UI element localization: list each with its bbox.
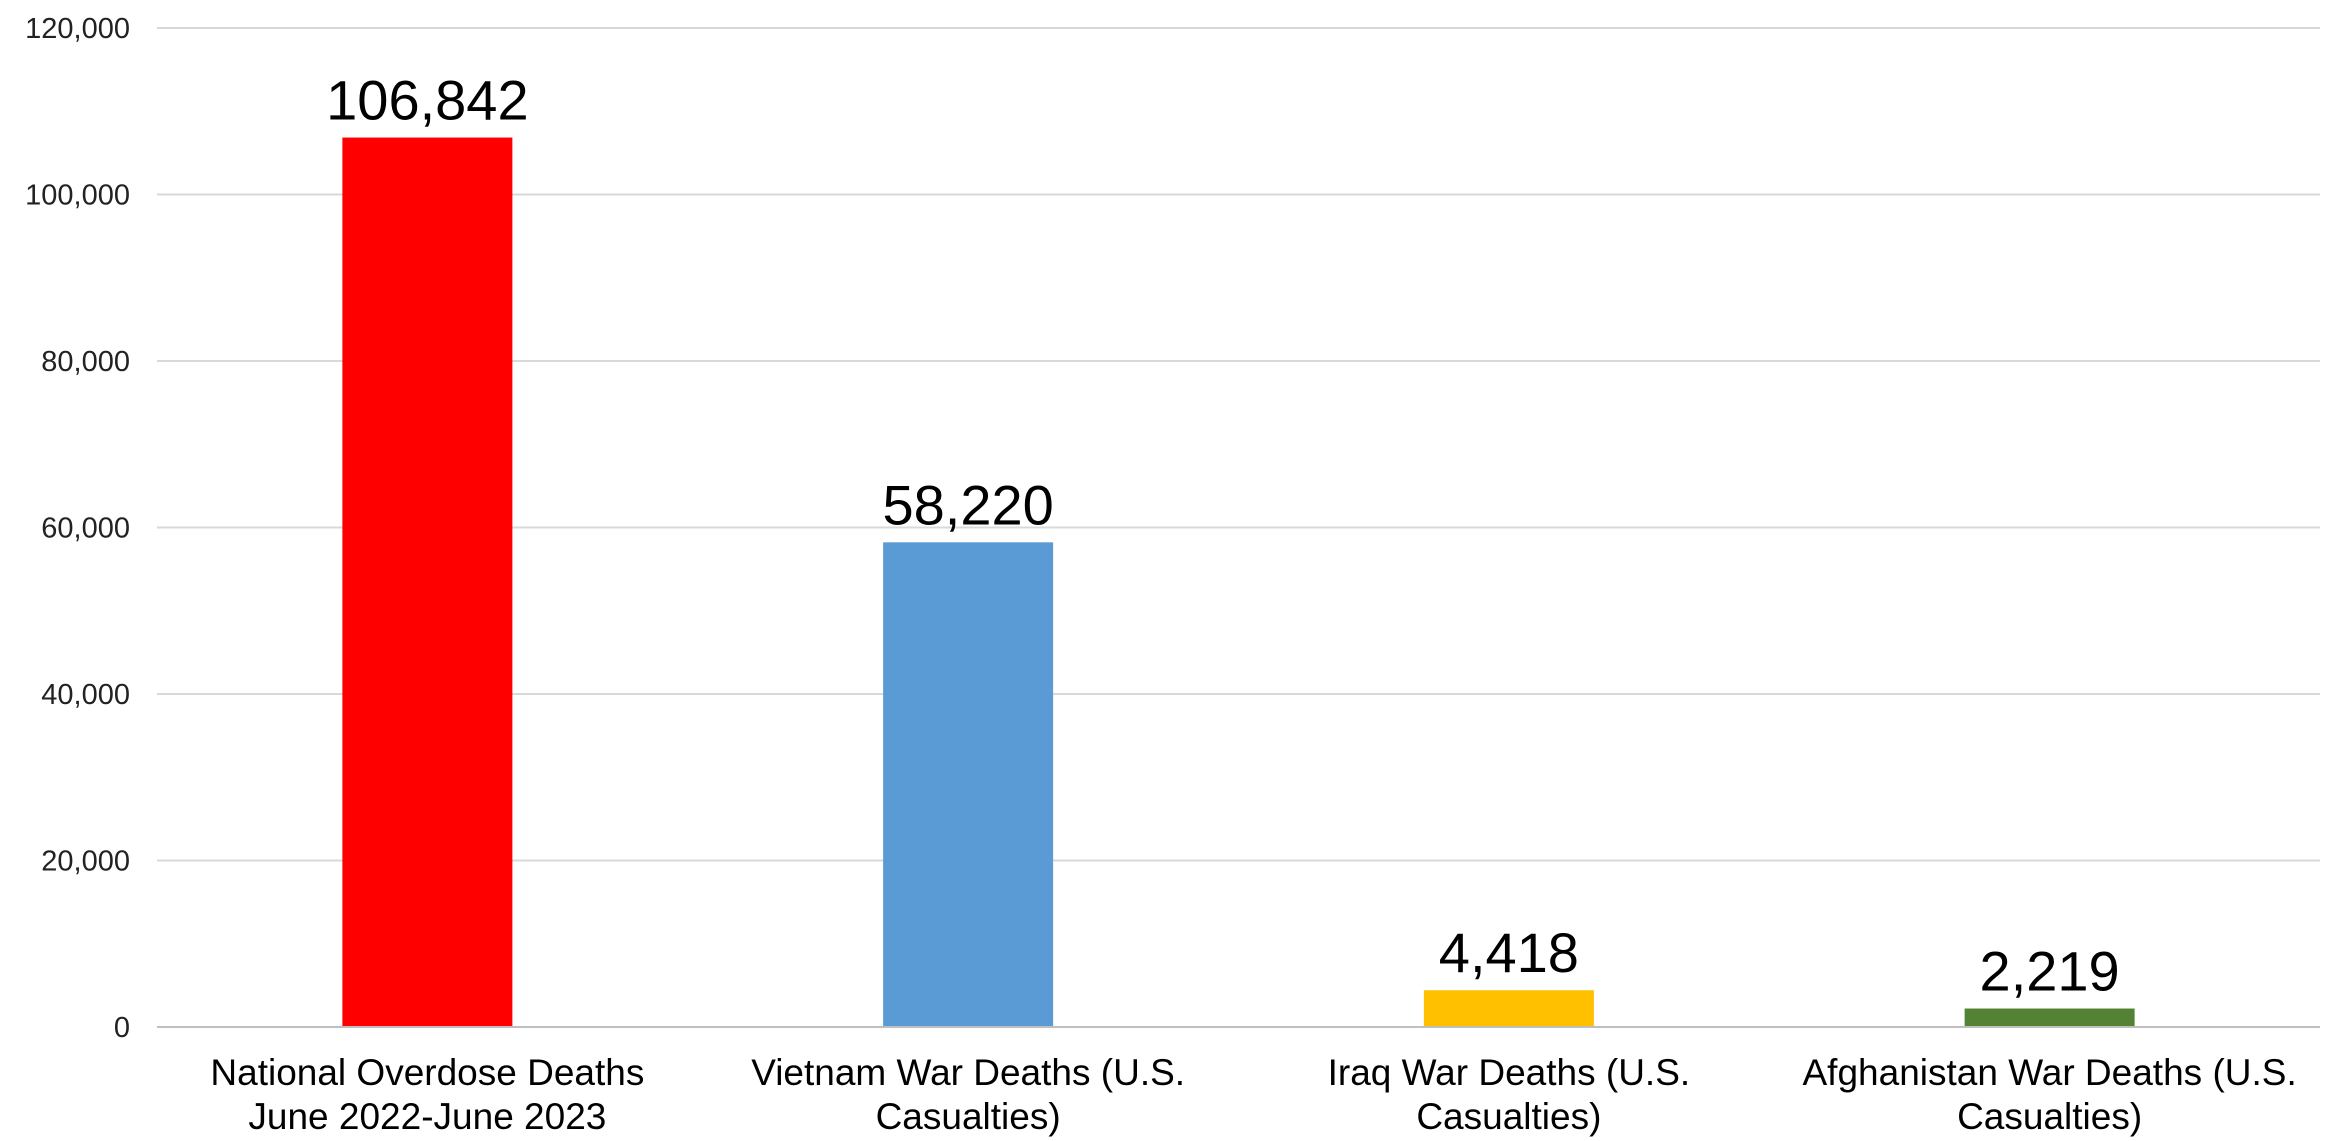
gridlines	[157, 27, 2320, 862]
y-tick-label: 80,000	[41, 346, 130, 378]
y-axis: 0 20,000 40,000 60,000 80,000 100,000 120,000	[25, 13, 130, 1044]
y-tick-label: 60,000	[41, 513, 130, 545]
x-tick-label: Casualties)	[1957, 1096, 2142, 1137]
bar	[1423, 990, 1594, 1027]
data-label: 106,842	[326, 69, 528, 132]
y-tick-label: 100,000	[25, 180, 130, 212]
data-labels: 106,842 58,220 4,418 2,219	[326, 69, 2120, 1003]
data-label: 58,220	[882, 473, 1053, 536]
x-tick-label: Iraq War Deaths (U.S.	[1328, 1052, 1691, 1093]
x-tick-label: Casualties)	[1416, 1096, 1601, 1137]
y-tick-label: 40,000	[41, 679, 130, 711]
data-label: 2,219	[1980, 940, 2120, 1003]
x-tick-label: National Overdose Deaths	[210, 1052, 644, 1093]
bar	[1964, 1008, 2135, 1027]
data-label: 4,418	[1439, 921, 1579, 984]
x-tick-label: Afghanistan War Deaths (U.S.	[1803, 1052, 2297, 1093]
y-tick-label: 0	[114, 1012, 130, 1044]
bars	[342, 137, 2135, 1027]
y-tick-label: 120,000	[25, 13, 130, 45]
x-tick-label: Vietnam War Deaths (U.S.	[751, 1052, 1185, 1093]
bar	[883, 542, 1054, 1027]
x-tick-label: Casualties)	[876, 1096, 1061, 1137]
x-tick-label: June 2022-June 2023	[248, 1096, 606, 1137]
y-tick-label: 20,000	[41, 846, 130, 878]
bar	[342, 137, 513, 1027]
